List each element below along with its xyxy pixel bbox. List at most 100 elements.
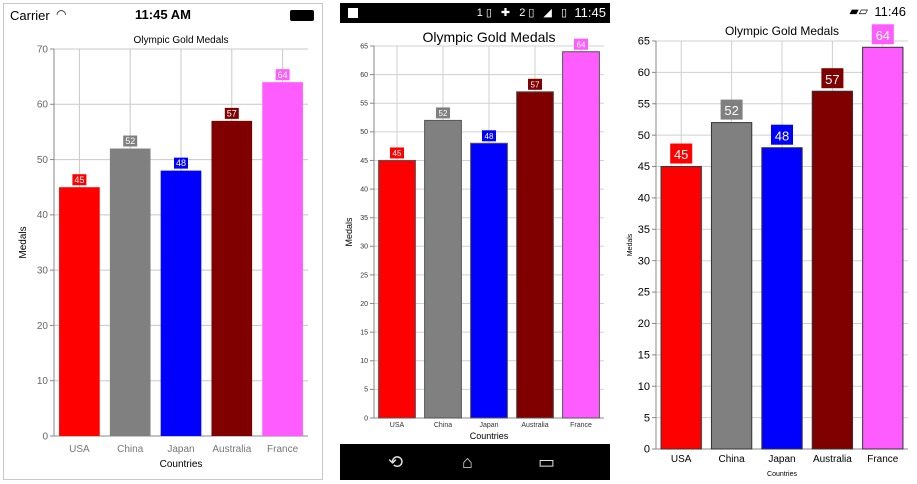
ios-status-bar: Carrier ◠ 11:45 AM (4, 4, 322, 26)
status-time: 11:45 (574, 5, 606, 20)
data-label: 52 (724, 103, 738, 118)
battery-icon (290, 10, 314, 21)
data-label-box (123, 135, 138, 147)
bar-japan (761, 147, 803, 450)
bar-australia (211, 120, 253, 436)
y-tick-label: 55 (638, 98, 650, 110)
windows-device: ▰▱ 11:46 Olympic Gold Medals 0 5 10 15 20 25 30… (624, 3, 914, 480)
y-tick-label: 25 (638, 287, 650, 299)
y-tick-label: 60 (37, 100, 49, 111)
x-tick-label: France (267, 444, 299, 455)
data-label-box (528, 78, 542, 90)
y-axis-title: Medals (627, 233, 634, 256)
data-label: 48 (176, 158, 186, 168)
data-label: 52 (125, 136, 135, 146)
y-tick-label: 15 (638, 350, 650, 362)
x-tick-label: USA (69, 444, 90, 455)
data-label: 52 (439, 109, 448, 118)
data-label-box (174, 157, 188, 169)
y-tick-label: 0 (364, 415, 368, 422)
y-tick-label: 25 (360, 272, 368, 279)
data-label-box (390, 147, 404, 159)
bar-japan (470, 142, 508, 419)
x-tick-label: USA (671, 454, 692, 465)
carrier-label: Carrier (10, 8, 50, 23)
y-tick-label: 10 (638, 381, 650, 393)
bar-china (424, 119, 462, 419)
data-label-box (275, 69, 290, 81)
x-axis-title: Countries (470, 431, 509, 441)
recent-apps-icon[interactable]: ▭ (538, 452, 556, 472)
y-tick-label: 70 (37, 44, 49, 55)
y-axis-title: Medals (344, 217, 354, 247)
y-tick-label: 35 (360, 215, 368, 222)
x-tick-label: France (570, 422, 592, 429)
android-nav-bar: ⟲ ⌂ ▭ (340, 444, 610, 480)
data-label-box (482, 130, 496, 142)
y-tick-label: 50 (360, 129, 368, 136)
home-icon[interactable]: ⌂ (462, 452, 473, 472)
back-icon[interactable]: ⟲ (388, 452, 404, 472)
x-tick-label: Japan (167, 444, 194, 455)
y-tick-label: 50 (638, 130, 650, 142)
y-tick-label: 30 (360, 244, 368, 251)
data-label-box (72, 174, 87, 186)
ios-chart: Olympic Gold Medals 0 10 20 30 40 50 60 70 45 USA 5… (18, 35, 308, 470)
data-label-box (224, 107, 239, 119)
y-tick-label: 65 (638, 36, 650, 48)
bar-australia (516, 91, 554, 419)
bar-france (862, 46, 904, 450)
bar-australia (811, 90, 854, 450)
y-tick-label: 35 (638, 224, 650, 236)
data-label: 57 (227, 108, 237, 118)
wifi-icon: ◠ (56, 7, 67, 21)
y-tick-label: 10 (360, 358, 368, 365)
y-tick-label: 0 (644, 444, 650, 456)
y-tick-label: 60 (360, 72, 368, 79)
bar-japan (160, 170, 202, 436)
bar-usa (660, 166, 702, 450)
android-device: 1▯ ✚ 2▯ ◢ ▯ 11:45 Olympic Gold Medals 0 5 1… (340, 3, 610, 480)
x-tick-label: Australia (212, 444, 251, 455)
notification-icon (348, 8, 358, 18)
bar-china (109, 148, 151, 436)
data-label-box (821, 68, 844, 89)
data-label: 48 (775, 128, 789, 143)
x-tick-label: Australia (521, 422, 548, 429)
x-axis-title: Countries (767, 471, 797, 478)
data-label-box (771, 124, 793, 145)
data-label: 48 (485, 132, 494, 141)
x-axis-title: Countries (160, 459, 203, 470)
y-tick-label: 40 (360, 186, 368, 193)
status-time: 11:45 AM (135, 7, 191, 22)
ios-device: Carrier ◠ 11:45 AM Olympic Gold Medals 0 1… (3, 3, 323, 480)
x-tick-label: China (117, 444, 144, 455)
chart-title: Olympic Gold Medals (133, 35, 228, 46)
data-label-box (436, 107, 450, 119)
data-label: 57 (531, 80, 540, 89)
windows-status-bar: ▰▱ 11:46 (624, 3, 914, 23)
data-label-box (871, 24, 894, 45)
status-icons: 1▯ ✚ 2▯ ◢ ▯ (476, 7, 570, 19)
x-tick-label: China (719, 454, 746, 465)
chart-title: Olympic Gold Medals (725, 24, 839, 38)
data-label: 45 (74, 175, 84, 185)
data-label-box (720, 99, 743, 120)
x-tick-label: China (434, 422, 452, 429)
y-tick-label: 65 (360, 43, 368, 50)
y-tick-label: 20 (638, 318, 650, 330)
y-tick-label: 40 (638, 193, 650, 205)
data-label: 57 (825, 72, 839, 87)
chart-title: Olympic Gold Medals (422, 29, 555, 45)
battery-icon: ▰▱ (849, 4, 868, 18)
y-tick-label: 10 (37, 376, 49, 387)
x-tick-label: Japan (768, 454, 795, 465)
data-label: 45 (393, 149, 402, 158)
y-tick-label: 5 (644, 412, 650, 424)
x-tick-label: Japan (479, 422, 498, 429)
y-tick-label: 5 (364, 387, 368, 394)
bar-france (562, 51, 600, 419)
y-axis-title: Medals (18, 226, 29, 258)
android-chart: Olympic Gold Medals 0 5 10 15 20 25 30 35 40 45 50 5… (344, 29, 604, 441)
data-label: 64 (876, 28, 890, 43)
